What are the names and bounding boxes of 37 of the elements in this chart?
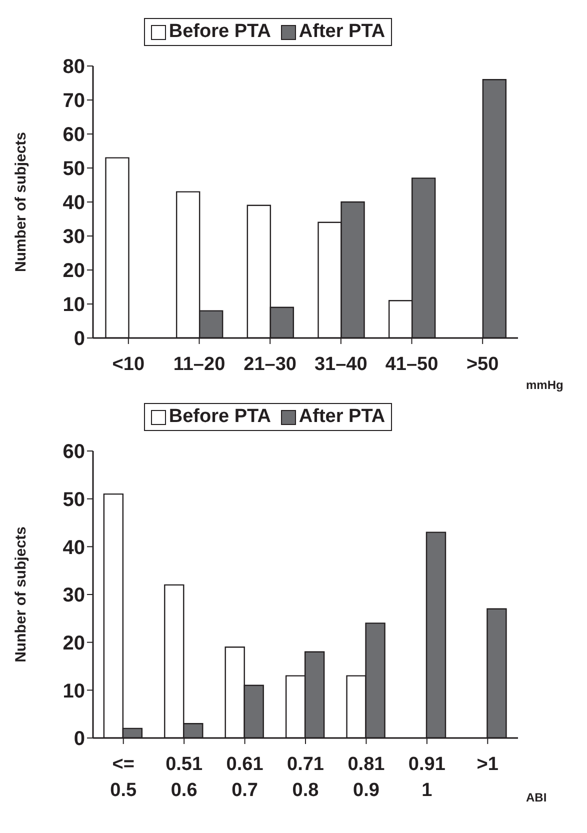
legend-label: After PTA xyxy=(298,406,386,428)
y-tick-label: 10 xyxy=(62,680,85,702)
y-axis-title: Number of subjects xyxy=(12,132,30,272)
y-tick-label: 0 xyxy=(74,328,85,350)
x-tick-label: 0.71 0.8 xyxy=(287,754,324,801)
y-tick-label: 50 xyxy=(62,158,85,180)
x-tick-label: 0.81 0.9 xyxy=(348,754,386,801)
x-tick-label: 0.51 0.6 xyxy=(166,754,203,801)
x-tick-label: 21–30 xyxy=(244,354,297,375)
y-tick-label: 0 xyxy=(74,728,85,750)
y-tick-label: 60 xyxy=(62,441,85,464)
x-tick-label: 0.91 1 xyxy=(408,754,446,801)
x-tick-label: <= 0.5 xyxy=(110,754,137,801)
legend-label: After PTA xyxy=(298,21,386,43)
x-tick-label: 41–50 xyxy=(385,354,438,375)
y-tick-label: 80 xyxy=(62,56,85,78)
x-tick-label: >50 xyxy=(466,354,499,375)
x-tick-label: <10 xyxy=(112,354,145,375)
x-tick-label: 0.61 0.7 xyxy=(226,754,264,801)
y-tick-label: 20 xyxy=(62,632,85,654)
y-tick-label: 20 xyxy=(62,260,85,282)
y-tick-label: 30 xyxy=(62,584,85,607)
y-tick-label: 60 xyxy=(62,124,85,146)
y-tick-label: 10 xyxy=(62,294,85,316)
y-tick-label: 50 xyxy=(62,488,85,511)
x-tick-label: >1 xyxy=(476,754,499,775)
legend-label: Before PTA xyxy=(168,21,271,43)
y-tick-label: 40 xyxy=(62,192,85,214)
x-tick-label: 31–40 xyxy=(314,354,368,375)
legend-label: Before PTA xyxy=(168,406,271,428)
y-tick-label: 30 xyxy=(62,226,85,248)
y-tick-label: 70 xyxy=(62,90,85,112)
x-tick-label: 11–20 xyxy=(173,354,226,375)
y-axis-title: Nunber of subjects xyxy=(12,526,30,662)
y-tick-label: 40 xyxy=(62,536,85,559)
x-axis-title: mmHg xyxy=(526,378,564,392)
x-axis-title: ABI xyxy=(526,790,547,804)
